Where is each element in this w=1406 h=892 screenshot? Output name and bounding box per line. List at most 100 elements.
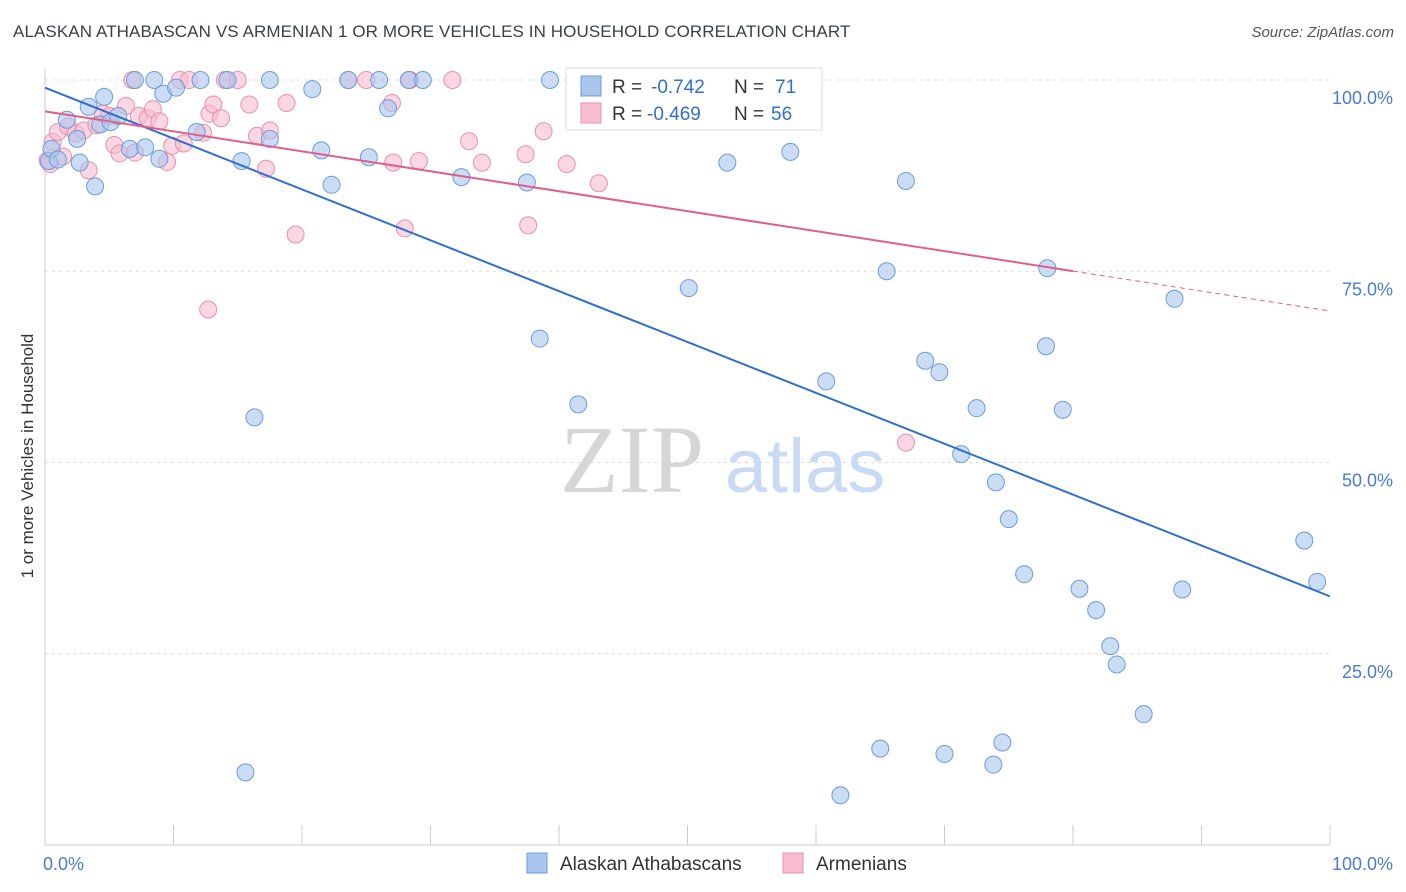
armenian-point [516,145,535,164]
legend-armenian-swatch [782,852,804,874]
armenian-trend-line [44,110,1074,273]
n-label-2: N = [734,104,764,125]
alaskan-point [1070,579,1089,598]
y-tick-label: 75.0% [1342,279,1393,299]
alaskan-point [1087,601,1106,620]
watermark-zip: ZIP [560,406,704,513]
alaskan-point [930,363,949,382]
alaskan-point [871,739,890,758]
alaskan-point [125,71,144,89]
alaskan-point [781,142,800,161]
data-points [38,71,1327,805]
n-label-1: N = [734,77,764,98]
alaskan-point [1295,531,1314,550]
alaskan-point [312,141,331,160]
trend-lines [44,86,1331,598]
armenian-point [443,71,462,89]
y-axis-title: 1 or more Vehicles in Household [18,333,37,579]
armenian-point [240,95,259,114]
alaskan-point [95,87,114,106]
alaskan-point [187,123,206,142]
r-value-1: -0.742 [651,77,705,98]
armenian-point [472,153,491,172]
armenian-point [384,153,403,172]
alaskan-point [1053,400,1072,419]
watermark-atlas: atlas [725,424,886,509]
legend-armenian-label: Armenians [816,854,907,875]
correlation-legend: R = -0.742 N = 71 R = -0.469 N = 56 [565,67,823,131]
series-legend: Alaskan Athabascans Armenians [526,852,907,875]
y-tick-label: 50.0% [1342,471,1393,491]
alaskan-point [530,329,549,348]
alaskan-point [191,71,210,89]
alaskan-point [413,71,432,89]
alaskan-point [999,510,1018,529]
n-value-1: 71 [775,77,796,98]
alaskan-point [984,755,1003,774]
alaskan-point [322,175,341,194]
legend-alaskan-swatch [526,852,548,874]
alaskan-point [1101,637,1120,656]
armenian-point [460,132,479,151]
chart-title: ALASKAN ATHABASCAN VS ARMENIAN 1 OR MORE… [13,22,851,41]
armenian-point [519,216,538,235]
alaskan-point [993,733,1012,752]
axes [44,68,1331,846]
alaskan-point [260,71,279,89]
x-tick-label-start: 0.0% [43,854,84,874]
alaskan-point [145,71,164,89]
armenian-point [534,122,553,141]
alaskan-point [569,395,588,414]
alaskan-point [245,408,264,427]
alaskan-point [303,80,322,99]
alaskan-point [916,351,935,370]
alaskan-point [167,78,186,97]
armenian-trend-extension [1072,270,1331,312]
alaskan-point [517,173,536,192]
alaskan-point [1107,655,1126,674]
alaskan-point [236,763,255,782]
alaskan-point [896,171,915,190]
n-value-2: 56 [771,104,792,125]
alaskan-point [1308,572,1327,591]
alaskan-point [260,129,279,148]
y-tick-label: 25.0% [1342,662,1393,682]
armenian-point [557,155,576,174]
alaskan-point [379,99,398,118]
alaskan-point [1037,337,1056,356]
alaskan-point [218,71,237,89]
alaskan-point [986,473,1005,492]
alaskan-point [831,786,850,805]
alaskan-point [541,71,560,89]
armenian-point [409,152,428,171]
alaskan-point [718,153,737,172]
alaskan-point [679,279,698,298]
armenian-swatch [580,102,602,124]
alaskan-point [1165,289,1184,308]
r-label-2: R = [612,104,642,125]
alaskan-point [120,139,139,158]
alaskan-trend-line [44,86,1331,598]
source-label: Source: ZipAtlas.com [1251,24,1394,41]
alaskan-point [967,399,986,418]
alaskan-point [86,177,105,196]
watermark: ZIP atlas [560,406,885,513]
armenian-point [286,225,305,244]
alaskan-point [68,129,87,148]
alaskan-point [817,372,836,391]
armenian-point [204,95,223,114]
alaskan-point [877,262,896,281]
alaskan-point [370,71,389,89]
alaskan-point [339,71,358,89]
alaskan-point [48,150,67,169]
r-value-2: -0.469 [647,104,701,125]
x-tick-label-end: 100.0% [1332,854,1393,874]
alaskan-point [150,149,169,168]
tick-labels: 100.0% 75.0% 50.0% 25.0% 0.0% 100.0% [43,88,1393,874]
alaskan-point [136,138,155,157]
legend-alaskan-label: Alaskan Athabascans [560,854,742,875]
alaskan-point [1015,565,1034,584]
r-label-1: R = [612,77,642,98]
armenian-point [199,300,218,319]
